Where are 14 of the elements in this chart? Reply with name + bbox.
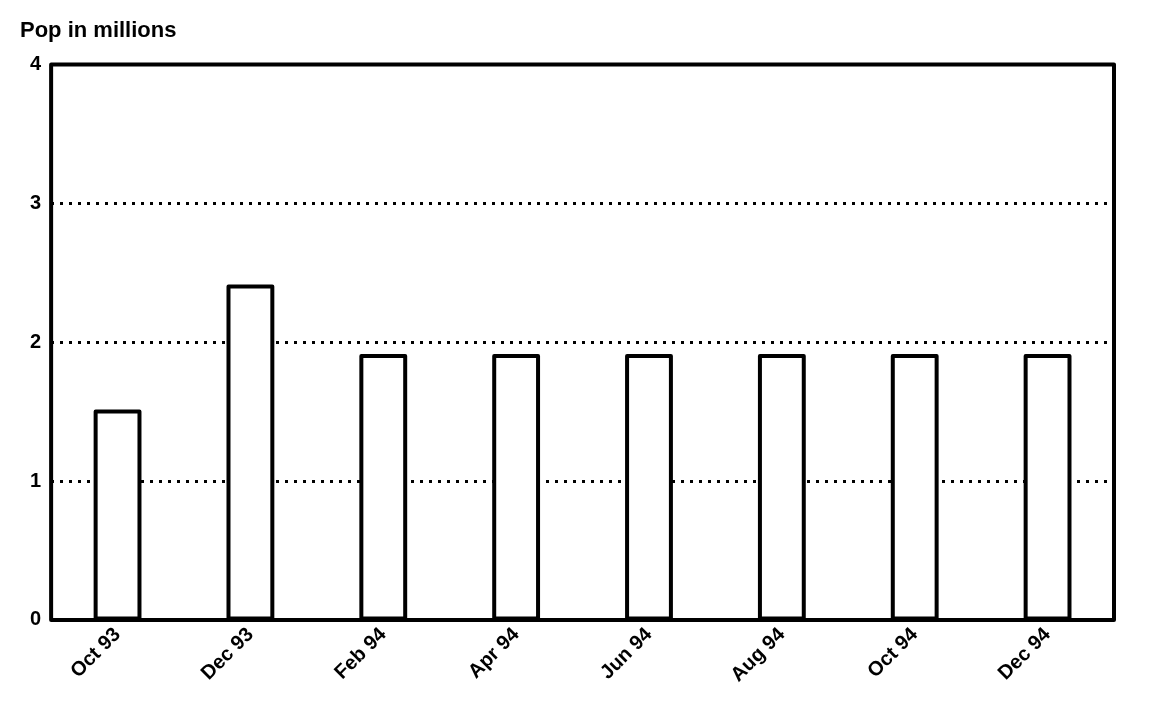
y-tick-label: 4 — [30, 51, 42, 74]
x-tick-label: Oct 93 — [65, 622, 125, 682]
chart-title: Pop in millions — [20, 17, 177, 43]
x-tick-label: Apr 94 — [463, 621, 524, 683]
y-tick-label: 0 — [30, 607, 42, 630]
x-tick-label: Jun 94 — [595, 621, 657, 683]
y-tick-label: 2 — [30, 329, 42, 352]
x-tick-label: Feb 94 — [329, 621, 391, 683]
x-tick-label: Dec 93 — [195, 622, 258, 684]
x-tick-label: Aug 94 — [725, 621, 790, 686]
x-tick-label: Oct 94 — [862, 621, 923, 682]
y-tick-label: 1 — [30, 468, 42, 491]
x-tick-label: Dec 94 — [993, 621, 1055, 684]
y-tick-label: 3 — [30, 190, 42, 213]
